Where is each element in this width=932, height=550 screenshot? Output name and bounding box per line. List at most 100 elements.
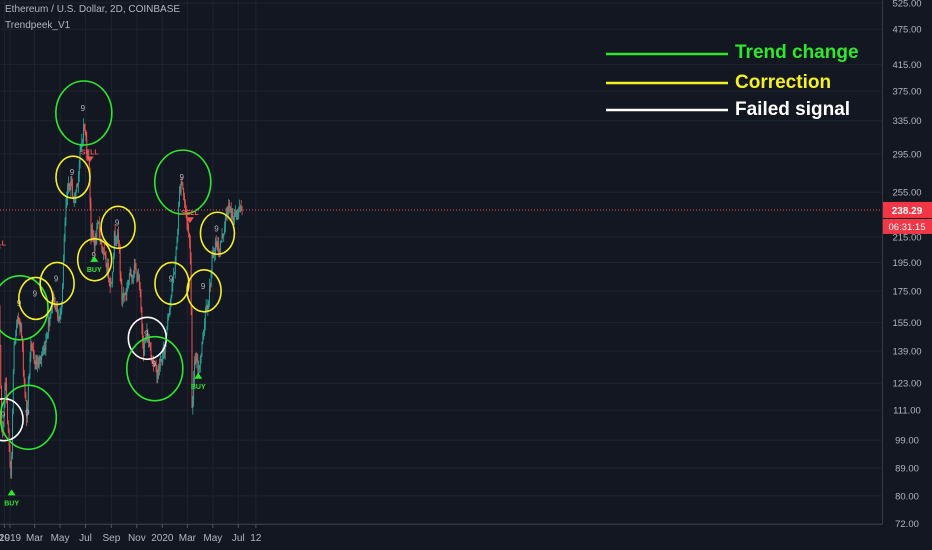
candle-body <box>162 352 164 363</box>
candle-body <box>113 231 115 257</box>
countdown-tag <box>883 218 932 234</box>
candle-body <box>217 244 219 249</box>
candle-body <box>82 123 84 141</box>
candle-body <box>237 215 239 217</box>
candle-body <box>128 275 130 280</box>
candle-body <box>166 326 168 336</box>
candle-body <box>223 233 225 236</box>
candle-body <box>155 363 157 367</box>
candle-body <box>96 227 98 244</box>
candle-body <box>138 275 139 279</box>
candle-body <box>189 233 190 242</box>
indicator-name[interactable]: Trendpeek_V1 <box>5 20 71 31</box>
candle-body <box>150 347 152 358</box>
candle-body <box>14 343 16 346</box>
chart-grid <box>0 0 883 525</box>
candle-body <box>72 182 74 198</box>
annotation-count-label: 9 <box>214 224 219 233</box>
candle-body <box>203 330 205 339</box>
symbol-title[interactable]: Ethereum / U.S. Dollar, 2D, COINBASE <box>5 4 181 15</box>
y-tick-label: 525.00 <box>892 0 921 10</box>
buy-sell-signals: SELL BUY SELL BUY SELL BUY <box>0 149 206 507</box>
y-tick-label: 123.00 <box>892 379 921 390</box>
candle-body <box>134 264 136 269</box>
candle-body <box>180 182 182 193</box>
candle-body <box>7 423 9 431</box>
candle-body <box>226 212 228 215</box>
candle-body <box>119 247 121 274</box>
candle-body <box>239 207 241 210</box>
candle-body <box>196 358 198 361</box>
candle-body <box>63 237 65 262</box>
candle-body <box>26 400 28 419</box>
price-axis[interactable]: 525.00 475.00 415.00 375.00 335.00 295.00 255.… <box>883 0 932 530</box>
candle-body <box>36 356 38 365</box>
candle-body <box>69 186 71 191</box>
candle-body <box>94 238 96 247</box>
candle-body <box>183 189 185 196</box>
annotation-count-label: 9 <box>180 173 185 182</box>
candle-body <box>206 305 208 309</box>
candle-body <box>59 313 61 320</box>
candle-body <box>163 347 165 354</box>
current-price-value: 238.29 <box>892 206 923 217</box>
annotation-count-label: 9 <box>144 329 149 338</box>
y-tick-label: 295.00 <box>892 150 921 161</box>
candle-body <box>194 360 195 378</box>
candle-body <box>22 337 23 348</box>
sell-signal-arrow <box>0 247 1 249</box>
candle-body <box>31 344 33 347</box>
candle-body <box>138 275 140 288</box>
candle-body <box>221 233 223 243</box>
candle-body <box>90 202 92 237</box>
candle-body <box>235 211 237 216</box>
candle-body <box>23 371 25 380</box>
x-tick-label: 19 <box>0 533 11 544</box>
candle-body <box>193 377 195 400</box>
annotation-count-label: 9 <box>169 274 174 283</box>
buy-signal-label: BUY <box>87 267 102 274</box>
x-tick-label: 2020 <box>151 533 174 544</box>
y-tick-label: 415.00 <box>892 60 921 71</box>
candle-body <box>152 359 154 362</box>
x-tick-label: 12 <box>250 533 262 544</box>
annotation-ring <box>39 261 75 306</box>
sell-signal-label: SELL <box>0 240 7 247</box>
candle-body <box>24 379 26 395</box>
candle-body <box>143 342 145 356</box>
annotation-ring <box>76 237 113 282</box>
annotation-count-label: 9 <box>201 282 206 291</box>
x-tick-label: Jul <box>232 533 245 544</box>
candle-body <box>115 238 117 240</box>
countdown-value: 06:31:15 <box>889 222 926 233</box>
candle-body <box>168 309 170 314</box>
candle-body <box>37 361 38 365</box>
candle-body <box>118 242 120 248</box>
candle-body <box>159 361 161 369</box>
candle-body <box>137 278 139 280</box>
candle-body <box>44 347 46 351</box>
candle-body <box>28 375 30 382</box>
candle-body <box>67 183 69 187</box>
candle-body <box>54 297 56 310</box>
candle-body <box>211 256 213 271</box>
candle-body <box>29 358 31 376</box>
candle-body <box>207 306 209 309</box>
candle-body <box>209 285 211 287</box>
candle-body <box>101 239 103 248</box>
candle-body <box>60 312 62 314</box>
x-tick-label: May <box>203 533 222 544</box>
annotation-count-label: 9 <box>33 289 38 298</box>
candle-body <box>110 282 112 287</box>
candle-body <box>8 430 10 446</box>
candle-body <box>190 257 192 308</box>
annotation-ring <box>186 269 222 313</box>
candle-body <box>133 275 134 277</box>
candle-body <box>136 269 138 280</box>
candle-body <box>171 284 173 297</box>
annotation-count-label: 9 <box>70 168 75 177</box>
candle-body <box>173 273 175 283</box>
candle-body <box>38 357 40 368</box>
candle-body <box>120 273 122 284</box>
